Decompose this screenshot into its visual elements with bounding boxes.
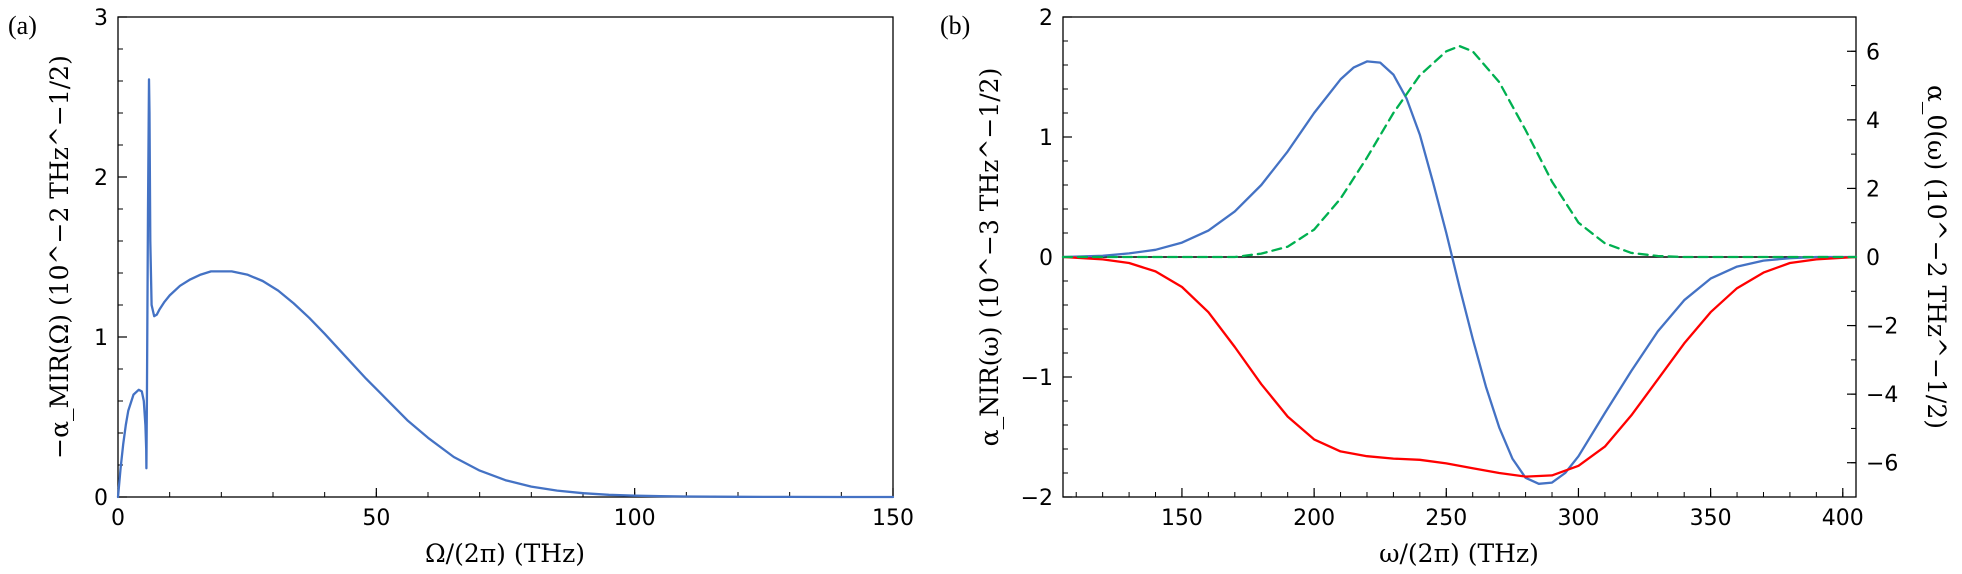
panel-b-y2-tick-label: −2 xyxy=(1866,315,1898,340)
panel-b-y-tick-label: 2 xyxy=(1039,6,1053,31)
panel-b-series-2-line xyxy=(1061,255,1858,478)
panel-a-y-tick-label: 0 xyxy=(94,486,108,511)
panel-b-label: (b) xyxy=(940,11,970,40)
panel-b-x-tick-label: 350 xyxy=(1690,506,1732,531)
panel-b-y-tick-label: 0 xyxy=(1039,246,1053,271)
panel-a-y-tick-label: 1 xyxy=(94,326,108,351)
panel-b-y2-tick-label: −4 xyxy=(1866,383,1898,408)
panel-b-series-3-line xyxy=(1061,44,1858,259)
panel-b-x-tick-label: 250 xyxy=(1425,506,1467,531)
panel-b-ylabel: α_NIR(ω) (10^−3 THz^−1/2) xyxy=(975,68,1004,447)
panel-a-plot-area: 0 50 100 150 0 1 2 3 xyxy=(94,6,914,531)
panel-a: (a) 0 50 100 150 0 1 2 3 Ω/(2π) (THz) −α_MIR(Ω)… xyxy=(8,6,914,568)
panel-b-ticks: 150 200 250 300 350 400 −2 −1 0 1 2 −6 −4 −2 0 2 4 6 xyxy=(1021,6,1899,531)
panel-b-lines xyxy=(1061,44,1858,485)
panel-b-xlabel: ω/(2π) (THz) xyxy=(1379,539,1539,568)
panel-b-y2-tick-label: 2 xyxy=(1866,177,1880,202)
panel-a-lines xyxy=(116,78,895,499)
panel-b-y2-tick-label: 6 xyxy=(1866,40,1880,65)
panel-b: (b) 150 200 250 300 350 400−2−1012−6−4−20246 … xyxy=(940,6,1951,568)
panel-a-frame xyxy=(117,16,894,498)
panel-b-x-tick-label: 300 xyxy=(1557,506,1599,531)
panel-b-x-tick-label: 200 xyxy=(1293,506,1335,531)
panel-b-y-tick-label: 1 xyxy=(1039,126,1053,151)
panel-a-ticks: 0 50 100 150 0 1 2 3 xyxy=(94,6,914,531)
panel-b-x-tick-label: 400 xyxy=(1822,506,1864,531)
panel-a-y-tick-label: 2 xyxy=(94,166,108,191)
panel-a-xlabel: Ω/(2π) (THz) xyxy=(425,539,585,568)
panel-b-y-tick-label: −1 xyxy=(1021,366,1053,391)
panel-b-series-1-line xyxy=(1061,60,1858,485)
panel-b-y2-tick-label: −6 xyxy=(1866,452,1898,477)
panel-a-x-tick-label: 100 xyxy=(614,506,656,531)
panel-b-y2label: α_0(ω) (10^−2 THz^−1/2) xyxy=(1922,85,1951,429)
panel-b-plot-area: 150 200 250 300 350 400 −2 −1 0 1 2 −6 −4 −2 0 2 4 6 xyxy=(1021,6,1899,531)
panel-b-y2-tick-label: 0 xyxy=(1866,246,1880,271)
panel-a-label: (a) xyxy=(8,11,37,40)
panel-a-x-tick-label: 0 xyxy=(111,506,125,531)
panel-a-ylabel: −α_MIR(Ω) (10^−2 THz^−1/2) xyxy=(45,55,74,459)
panel-a-x-tick-label: 150 xyxy=(872,506,914,531)
panel-b-x-tick-label: 150 xyxy=(1161,506,1203,531)
panel-a-series-1-line xyxy=(116,78,895,499)
panel-a-x-tick-label: 50 xyxy=(362,506,390,531)
panel-b-y2-tick-label: 4 xyxy=(1866,109,1880,134)
panel-b-y-tick-label: −2 xyxy=(1021,486,1053,511)
panel-a-y-tick-label: 3 xyxy=(94,6,108,31)
